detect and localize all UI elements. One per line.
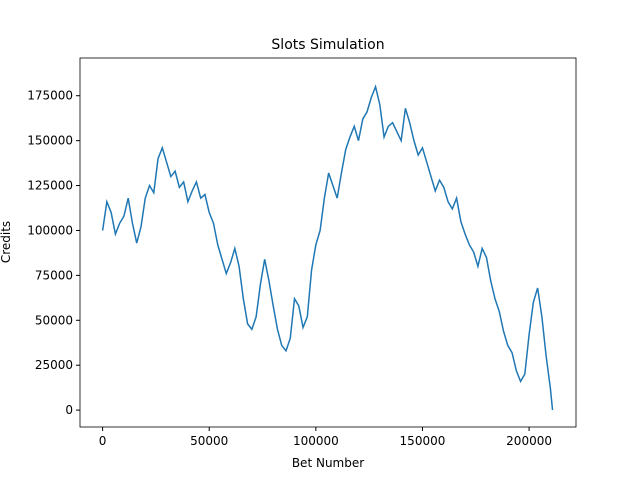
y-tick-label: 175000 <box>27 89 73 103</box>
x-tick-label: 200000 <box>506 434 552 448</box>
y-tick-label: 100000 <box>27 223 73 237</box>
y-tick-label: 50000 <box>35 313 73 327</box>
x-tick-label: 0 <box>99 434 107 448</box>
y-tick-label: 0 <box>65 403 73 417</box>
x-axis-label: Bet Number <box>292 456 364 470</box>
x-tick-label: 100000 <box>293 434 339 448</box>
x-tick-label: 50000 <box>190 434 228 448</box>
data-line <box>101 84 554 411</box>
x-tick-label: 150000 <box>400 434 446 448</box>
y-tick-label: 125000 <box>27 179 73 193</box>
y-tick-label: 75000 <box>35 268 73 282</box>
y-tick-label: 150000 <box>27 134 73 148</box>
chart-title: Slots Simulation <box>271 37 384 53</box>
y-tick-label: 25000 <box>35 358 73 372</box>
plot-frame <box>79 57 577 428</box>
y-axis-label: Credits <box>0 221 13 263</box>
